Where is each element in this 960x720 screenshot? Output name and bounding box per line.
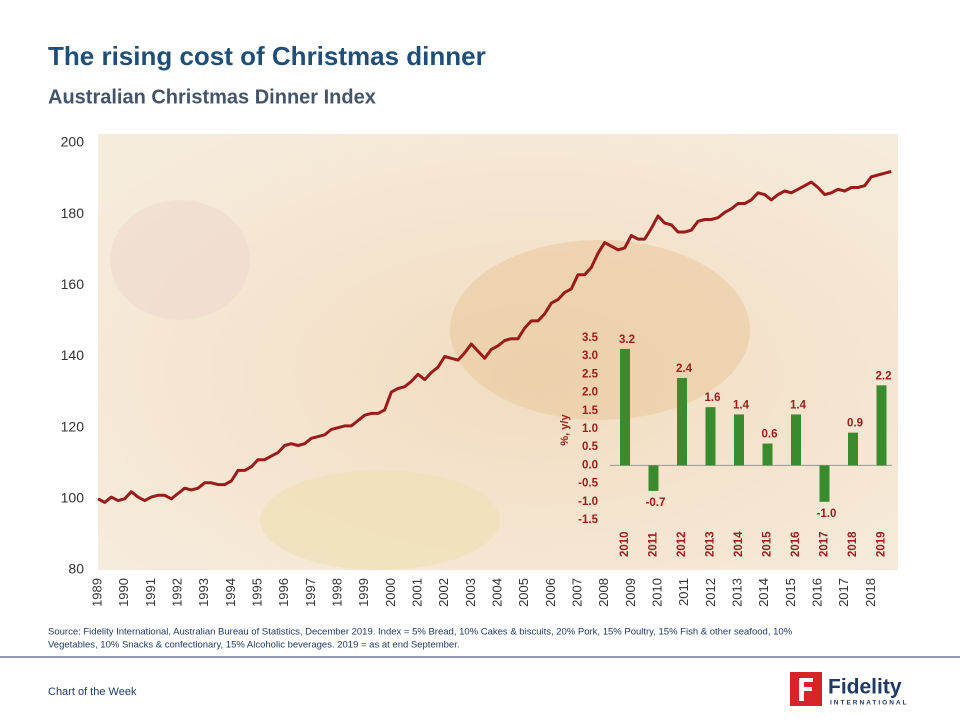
logo-text: Fidelity — [828, 676, 902, 699]
x-tick-label: 2012 — [676, 531, 688, 557]
x-tick-label: 1997 — [303, 578, 318, 607]
bar — [848, 432, 858, 466]
y-tick-label: 180 — [61, 205, 85, 221]
x-tick-label: 2002 — [436, 578, 451, 607]
x-tick-label: 2008 — [596, 578, 611, 607]
x-tick-label: 2016 — [809, 578, 824, 607]
y-tick-label: 200 — [61, 134, 85, 150]
y-tick-label: 120 — [61, 418, 85, 434]
x-tick-label: 2019 — [876, 531, 888, 557]
logo-sub: INTERNATIONAL — [830, 700, 909, 707]
x-tick-label: 2010 — [619, 531, 631, 557]
x-tick-label: 1990 — [116, 578, 131, 607]
y-tick-label: 2.0 — [582, 387, 598, 399]
value-label: 2.2 — [876, 370, 892, 382]
x-tick-label: 2016 — [790, 531, 802, 557]
y-tick-label: 80 — [68, 561, 84, 577]
y-axis-label: %, y/y — [559, 414, 571, 446]
x-tick-label: 2013 — [705, 531, 717, 557]
y-tick-label: 1.5 — [582, 405, 599, 417]
source: Source: Fidelity International, Australi… — [48, 627, 793, 638]
x-tick-label: 1994 — [223, 578, 238, 607]
x-tick-label: 2017 — [819, 531, 831, 557]
x-tick-label: 1989 — [89, 578, 104, 607]
x-tick-label: 2015 — [783, 578, 798, 607]
x-tick-label: 2004 — [489, 578, 504, 607]
photo-shape — [260, 470, 500, 570]
bar — [876, 385, 887, 466]
y-tick-label: 160 — [61, 276, 85, 292]
value-label: 0.9 — [847, 418, 863, 430]
photo-shape — [110, 200, 250, 320]
bar — [762, 443, 773, 466]
x-tick-label: 1991 — [143, 578, 158, 607]
index-line — [97, 170, 892, 504]
x-tick-label: 2017 — [836, 578, 851, 607]
bar — [705, 407, 716, 466]
y-tick-label: -0.5 — [578, 478, 598, 490]
x-tick-label: 1996 — [276, 578, 291, 607]
y-tick-label: 0.5 — [582, 441, 599, 453]
bar — [620, 348, 630, 466]
x-tick-label: 1993 — [196, 578, 211, 607]
y-tick-label: 1.0 — [582, 423, 598, 435]
value-label: -1.0 — [817, 508, 837, 520]
x-tick-label: 2015 — [762, 531, 774, 557]
value-label: 1.6 — [705, 392, 721, 404]
bar — [791, 414, 801, 466]
bar — [648, 465, 659, 491]
x-tick-label: 2012 — [703, 578, 718, 607]
x-tick-label: 2014 — [756, 578, 771, 607]
x-tick-label: 2018 — [863, 578, 878, 607]
x-tick-label: 2011 — [676, 578, 691, 606]
x-tick-label: 2000 — [383, 578, 398, 607]
x-tick-label: 2007 — [569, 578, 584, 607]
x-tick-label: 1999 — [356, 578, 371, 607]
x-tick-label: 2003 — [463, 578, 478, 607]
logo-mark — [799, 678, 813, 701]
bar — [734, 414, 744, 466]
source: Vegetables, 10% Snacks & confectionary, … — [48, 640, 460, 651]
y-tick-label: 140 — [61, 347, 85, 363]
x-tick-label: 2011 — [648, 531, 660, 557]
y-tick-label: 0.0 — [582, 459, 598, 471]
x-tick-label: 2010 — [649, 578, 664, 607]
x-tick-label: 2013 — [729, 578, 744, 607]
y-tick-label: -1.5 — [578, 514, 598, 526]
photo-shape — [450, 240, 750, 420]
title: The rising cost of Christmas dinner — [48, 41, 486, 71]
y-tick-label: 3.0 — [582, 350, 598, 362]
y-tick-label: 100 — [61, 490, 85, 506]
x-tick-label: 2014 — [733, 531, 745, 557]
value-label: 1.4 — [790, 399, 807, 411]
value-label: -0.7 — [646, 497, 666, 509]
bar — [677, 378, 687, 466]
value-label: 0.6 — [762, 429, 778, 441]
series-name: Chart of the Week — [48, 686, 137, 698]
y-tick-label: 2.5 — [582, 368, 599, 380]
x-tick-label: 2001 — [409, 578, 424, 607]
x-tick-label: 1995 — [249, 578, 264, 607]
x-tick-label: 1998 — [329, 578, 344, 607]
value-label: 1.4 — [733, 399, 750, 411]
value-label: 2.4 — [676, 363, 693, 375]
y-tick-label: -1.0 — [578, 496, 598, 508]
bar — [819, 465, 830, 502]
subtitle: Australian Christmas Dinner Index — [48, 86, 376, 108]
value-label: 3.2 — [619, 334, 635, 346]
y-tick-label: 3.5 — [582, 332, 599, 344]
x-tick-label: 2018 — [847, 531, 859, 557]
x-tick-label: 2005 — [516, 578, 531, 607]
x-tick-label: 2006 — [543, 578, 558, 607]
x-tick-label: 2009 — [623, 578, 638, 607]
x-tick-label: 1992 — [169, 578, 184, 607]
